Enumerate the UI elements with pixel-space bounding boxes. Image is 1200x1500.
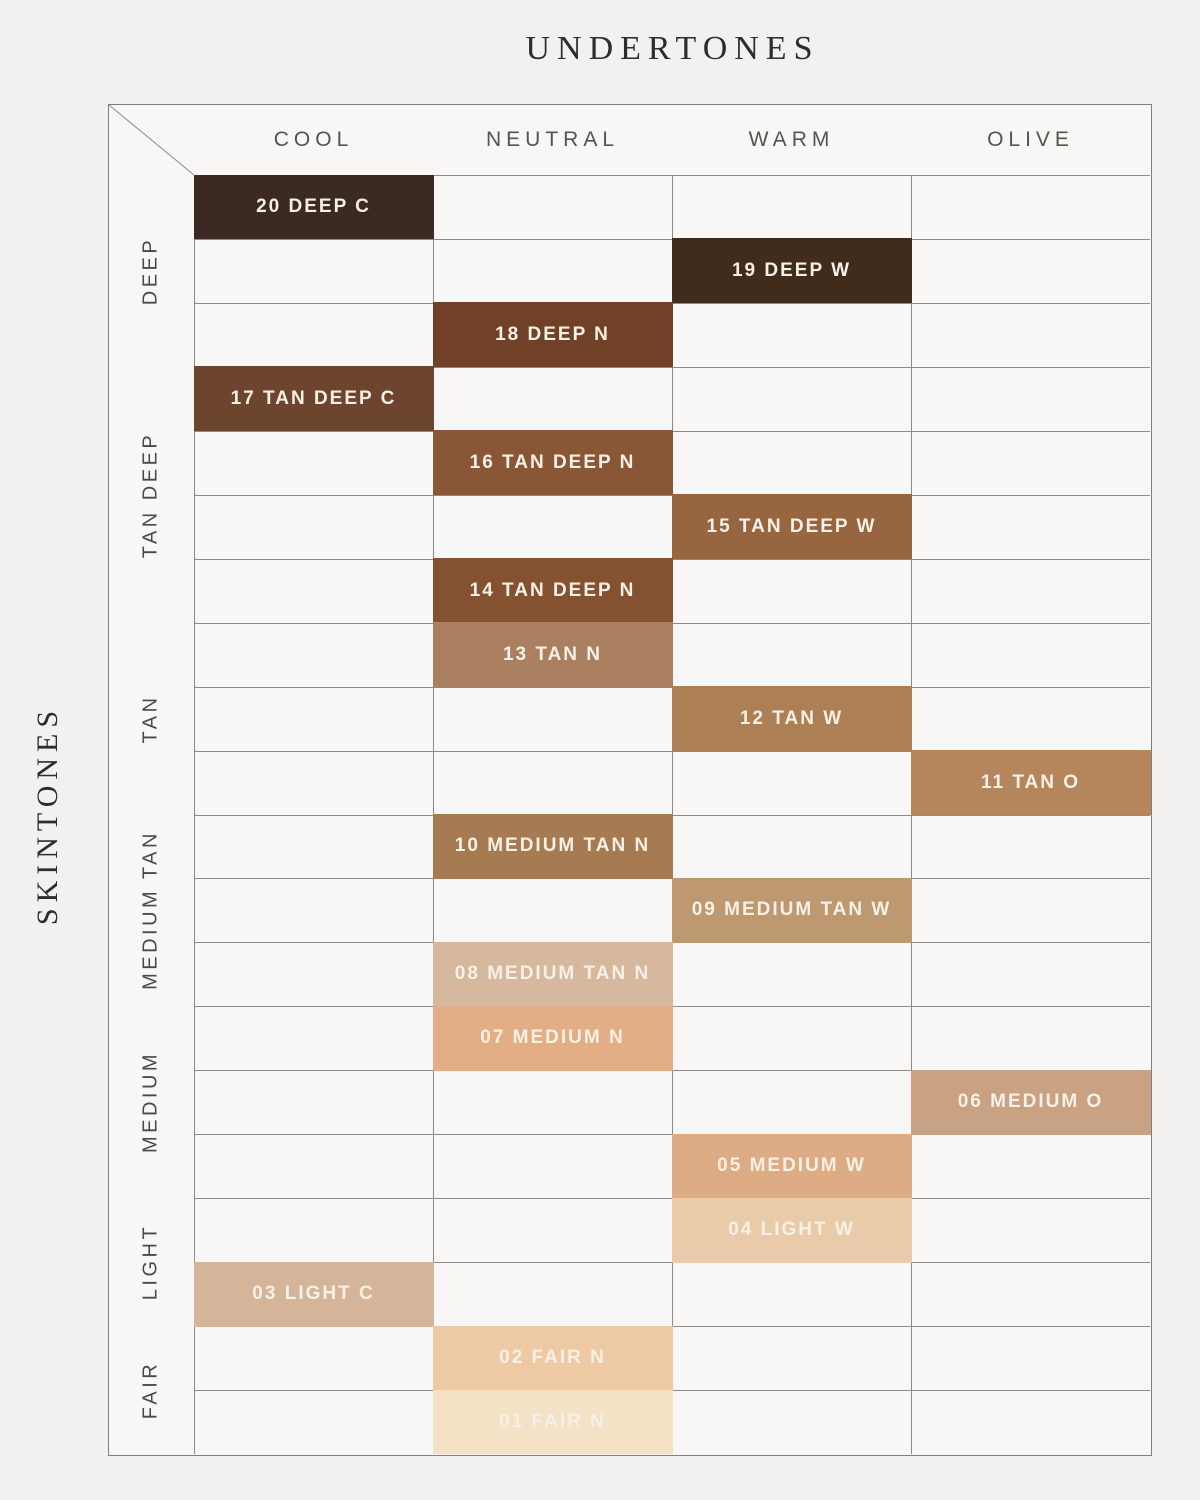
- column-grid-line: [672, 175, 673, 1454]
- shade-cell-14-tan-deep-n: 14 TAN DEEP N: [432, 558, 673, 624]
- shade-cell-19-deep-w: 19 DEEP W: [671, 238, 912, 304]
- shade-cell-05-medium-w: 05 MEDIUM W: [671, 1133, 912, 1199]
- shade-cell-04-light-w: 04 LIGHT W: [671, 1197, 912, 1263]
- skintone-group-label-text: FAIR: [139, 1360, 162, 1420]
- side-axis-title: SKINTONES: [31, 704, 64, 926]
- column-header-neutral: NEUTRAL: [485, 128, 620, 151]
- column-header-cool: COOL: [273, 128, 354, 151]
- shade-cell-13-tan-n: 13 TAN N: [432, 622, 673, 688]
- page-title: UNDERTONES: [525, 30, 820, 67]
- shade-cell-07-medium-n: 07 MEDIUM N: [432, 1005, 673, 1071]
- shade-cell-08-medium-tan-n: 08 MEDIUM TAN N: [432, 941, 673, 1007]
- skintone-group-label-text: DEEP: [139, 236, 162, 306]
- shade-cell-01-fair-n: 01 FAIR N: [432, 1389, 673, 1455]
- skintone-group-label-text: LIGHT: [139, 1223, 162, 1301]
- skintone-group-label-text: MEDIUM: [139, 1051, 162, 1154]
- column-header-warm: WARM: [748, 128, 835, 151]
- shade-cell-15-tan-deep-w: 15 TAN DEEP W: [671, 494, 912, 560]
- shade-cell-06-medium-o: 06 MEDIUM O: [910, 1069, 1151, 1135]
- shade-cell-02-fair-n: 02 FAIR N: [432, 1325, 673, 1391]
- corner-diagonal-line: [109, 105, 195, 176]
- shade-cell-17-tan-deep-c: 17 TAN DEEP C: [193, 366, 434, 432]
- shade-cell-09-medium-tan-w: 09 MEDIUM TAN W: [671, 877, 912, 943]
- shade-cell-03-light-c: 03 LIGHT C: [193, 1261, 434, 1327]
- shade-cell-18-deep-n: 18 DEEP N: [432, 302, 673, 368]
- shade-cell-20-deep-c: 20 DEEP C: [193, 174, 434, 240]
- undertones-skintones-matrix: COOL NEUTRAL WARM OLIVE DEEP TAN DEEP TAN MEDI…: [108, 104, 1152, 1456]
- shade-cell-10-medium-tan-n: 10 MEDIUM TAN N: [432, 814, 673, 879]
- shade-cell-12-tan-w: 12 TAN W: [671, 686, 912, 752]
- skintone-group-label-text: TAN DEEP: [139, 431, 162, 559]
- column-grid-line: [194, 175, 195, 1454]
- column-header-olive: OLIVE: [987, 128, 1074, 151]
- shade-cell-16-tan-deep-n: 16 TAN DEEP N: [432, 430, 673, 496]
- shade-cell-11-tan-o: 11 TAN O: [910, 750, 1151, 815]
- skintone-group-label-text: TAN: [139, 694, 162, 744]
- skintone-group-label-text: MEDIUM TAN: [139, 830, 162, 991]
